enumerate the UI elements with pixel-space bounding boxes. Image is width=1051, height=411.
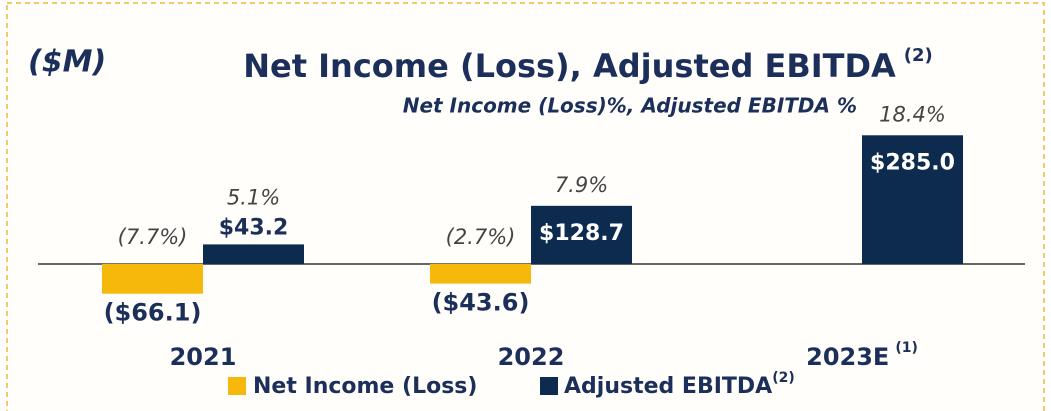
legend-swatch: [540, 377, 558, 395]
title-text: Net Income (Loss), Adjusted EBITDA: [243, 47, 896, 85]
legend: Net Income (Loss) Adjusted EBITDA(2): [228, 370, 795, 399]
category: 2022: [498, 343, 565, 371]
value-label: ($66.1): [104, 299, 202, 327]
bar: [862, 135, 963, 264]
margin-label: (7.7%): [118, 225, 188, 249]
x-tick-label: 2021: [170, 343, 237, 371]
unit-label: ($M): [28, 45, 106, 80]
category: 2021: [170, 343, 237, 371]
x-tick-label: 2022: [498, 343, 565, 371]
legend-note: (2): [772, 370, 795, 386]
bar: [102, 263, 203, 294]
margin-label: 18.4%: [879, 102, 946, 126]
legend-label: Adjusted EBITDA(2): [564, 370, 795, 399]
legend-text: Adjusted EBITDA: [564, 374, 772, 399]
value-label: ($43.6): [432, 289, 530, 317]
value-label: $285.0: [870, 150, 955, 175]
legend-swatch: [228, 377, 246, 395]
chart-title: Net Income (Loss), Adjusted EBITDA (2): [243, 45, 933, 85]
subtitle: Net Income (Loss)%, Adjusted EBITDA %: [403, 94, 857, 118]
legend-label: Net Income (Loss): [253, 374, 477, 399]
margin-label: 7.9%: [555, 173, 608, 197]
bar: [430, 263, 531, 284]
category-note: (1): [895, 340, 918, 356]
bar: [203, 244, 304, 264]
category: 2023E: [806, 343, 889, 371]
value-label: $43.2: [219, 215, 289, 240]
margin-label: (2.7%): [446, 225, 516, 249]
bar: [531, 205, 632, 264]
value-label: $128.7: [539, 221, 624, 246]
margin-label: 5.1%: [227, 185, 280, 209]
title-note: (2): [904, 45, 933, 66]
x-tick-label: 2023E (1): [806, 340, 918, 371]
